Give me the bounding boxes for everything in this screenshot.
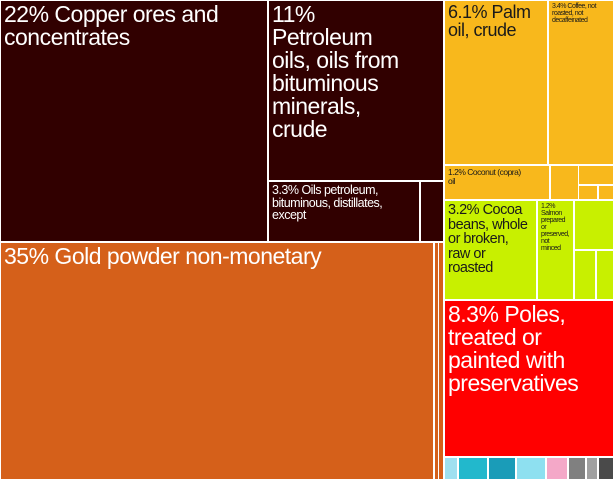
treemap-minor-cell <box>568 457 586 480</box>
treemap-cell: 1.2% Coconut (copra) oil <box>444 165 550 200</box>
treemap-cell-label: 11% Petroleum oils, oils from bituminous… <box>272 1 399 142</box>
treemap-minor-cell <box>578 185 598 200</box>
treemap-cell: 8.3% Poles, treated or painted with pres… <box>444 300 614 457</box>
treemap-cell: 35% Gold powder non-monetary <box>0 242 434 480</box>
treemap-minor-cell <box>546 457 568 480</box>
treemap-cell: 22% Copper ores and concentrates <box>0 0 268 242</box>
treemap-cell-label: 8.3% Poles, treated or painted with pres… <box>448 301 579 396</box>
treemap-cell-label: 22% Copper ores and concentrates <box>4 1 219 50</box>
treemap-minor-cell <box>578 165 614 185</box>
treemap-cell-label: 3.3% Oils petroleum, bituminous, distill… <box>272 183 383 222</box>
treemap-cell: 1.2% Salmon prepared or preserved, not m… <box>537 200 574 300</box>
treemap-minor-cell <box>598 185 614 200</box>
treemap-cell-label: 35% Gold powder non-monetary <box>4 243 322 269</box>
treemap-minor-cell <box>488 457 516 480</box>
treemap-cell: 3.4% Coffee, not roasted, not decaffeina… <box>548 0 614 165</box>
treemap-minor-cell <box>420 181 444 242</box>
treemap-minor-cell <box>596 250 614 300</box>
treemap-cell: 3.3% Oils petroleum, bituminous, distill… <box>268 181 420 242</box>
treemap-minor-cell <box>598 457 614 480</box>
treemap-minor-cell <box>586 457 598 480</box>
treemap-minor-cell <box>574 250 596 300</box>
treemap-minor-cell <box>434 242 439 480</box>
treemap-cell-label: 1.2% Coconut (copra) oil <box>448 167 521 186</box>
treemap-minor-cell <box>458 457 488 480</box>
treemap-minor-cell <box>444 457 458 480</box>
treemap-cell-label: 6.1% Palm oil, crude <box>448 2 531 40</box>
treemap-cell-label: 3.4% Coffee, not roasted, not decaffeina… <box>552 3 597 24</box>
treemap-minor-cell <box>574 200 614 250</box>
treemap-cell: 6.1% Palm oil, crude <box>444 0 548 165</box>
treemap-cell: 3.2% Cocoa beans, whole or broken, raw o… <box>444 200 537 300</box>
treemap-cell-label: 1.2% Salmon prepared or preserved, not m… <box>541 203 570 252</box>
treemap-cell: 11% Petroleum oils, oils from bituminous… <box>268 0 444 181</box>
treemap-minor-cell <box>516 457 546 480</box>
treemap-cell-label: 3.2% Cocoa beans, whole or broken, raw o… <box>448 202 528 276</box>
